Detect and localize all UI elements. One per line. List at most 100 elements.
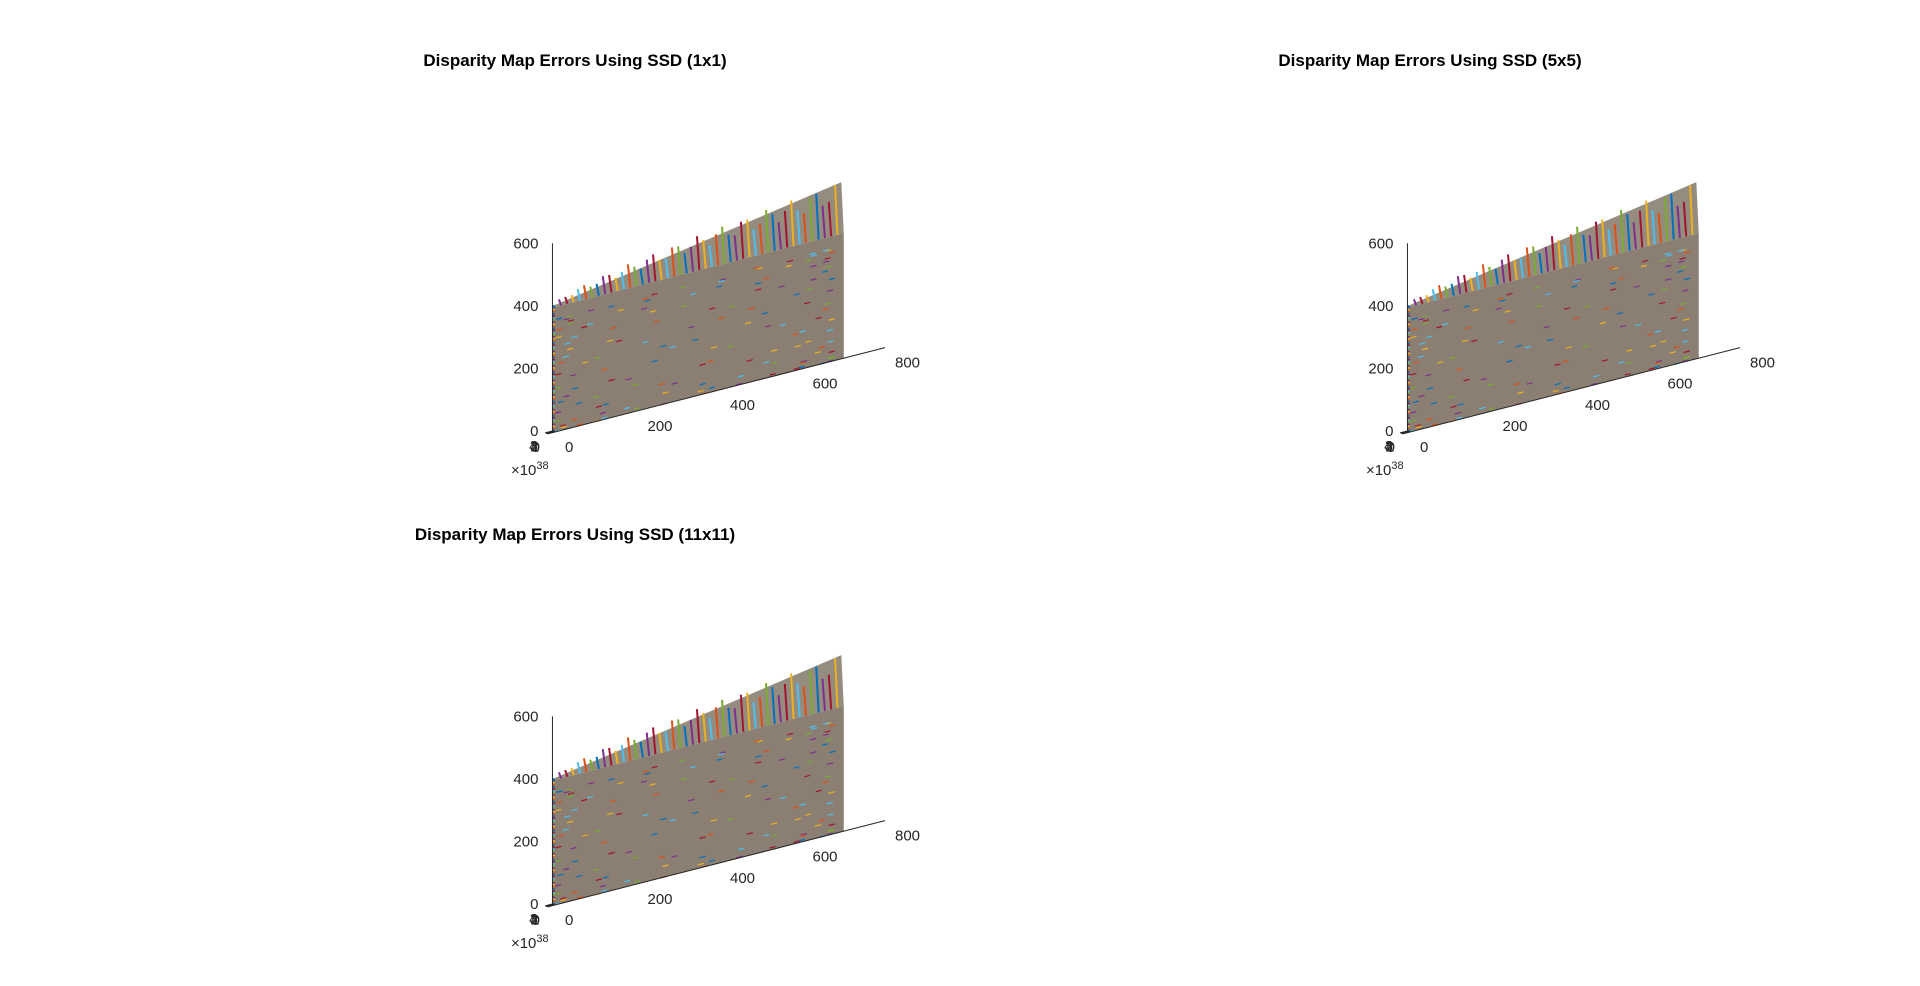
series-line [570, 294, 575, 303]
series-line [1678, 260, 1685, 263]
series-line [1449, 356, 1456, 360]
y-tick-label: 0 [1387, 439, 1395, 456]
series-line [761, 784, 768, 788]
series-line [815, 789, 822, 793]
series-line [1676, 270, 1684, 273]
series-line [1655, 360, 1663, 363]
x-tick-label: 600 [813, 376, 838, 393]
series-line [552, 864, 556, 868]
series-line [609, 799, 617, 803]
series-line [1619, 324, 1627, 328]
y-exponent-label: ×1038 [511, 460, 549, 479]
x-tick-label: 600 [1668, 376, 1693, 393]
series-line [552, 362, 556, 365]
series-line [645, 732, 651, 757]
series-line [764, 324, 772, 328]
series-line [824, 730, 831, 733]
series-line [609, 326, 617, 330]
series-line [716, 758, 723, 761]
series-line [806, 287, 813, 291]
series-line [827, 813, 834, 816]
series-line [1670, 193, 1675, 240]
series-line [649, 783, 656, 786]
series-line [640, 307, 648, 311]
series-line [552, 383, 556, 386]
series-line [1664, 252, 1671, 256]
series-line [1450, 405, 1457, 409]
series-line [1583, 305, 1591, 308]
series-line [651, 359, 658, 363]
series-line [1594, 221, 1600, 259]
series-line [552, 785, 556, 788]
series-line [1620, 210, 1625, 253]
series-line [552, 425, 556, 428]
series-line [552, 377, 556, 380]
series-line [811, 254, 818, 257]
series-line [825, 738, 832, 742]
series-line [764, 797, 772, 801]
series-line [1407, 366, 1411, 370]
series-line [566, 347, 574, 351]
series-line [1407, 406, 1411, 409]
series-line [824, 257, 831, 260]
series-line [1573, 316, 1580, 320]
series-line [571, 808, 578, 812]
series-line [710, 819, 717, 822]
series-line [608, 305, 615, 308]
series-line [582, 285, 588, 300]
series-line [1499, 299, 1506, 303]
series-line [1461, 339, 1469, 343]
series-line [1480, 377, 1487, 381]
y-exponent-label: ×1038 [511, 933, 549, 952]
series-line [829, 724, 836, 727]
series-line [1454, 411, 1462, 415]
series-line [683, 725, 688, 747]
series-line [664, 731, 669, 752]
series-line [677, 246, 682, 275]
series-line [1517, 391, 1524, 395]
series-line [744, 321, 752, 325]
series-line [1407, 339, 1411, 343]
series-line [728, 305, 736, 308]
series-line [718, 316, 725, 320]
series-line [1488, 407, 1496, 410]
series-line [552, 325, 556, 328]
series-line [608, 747, 613, 766]
series-line [1407, 395, 1411, 399]
series-line [664, 258, 669, 279]
subplot-3: Disparity Map Errors Using SSD (11x11)02… [415, 525, 920, 952]
series-line [1524, 345, 1531, 349]
series-line [1610, 282, 1617, 285]
series-line [1535, 304, 1543, 308]
series-line [552, 389, 556, 393]
series-line [581, 325, 588, 329]
series-line [828, 791, 835, 794]
series-line [1412, 400, 1420, 404]
series-line [1422, 319, 1430, 322]
series-line [1407, 335, 1411, 338]
series-line [626, 264, 632, 288]
series-line [1407, 314, 1411, 318]
series-line [1407, 427, 1411, 430]
series-line [555, 335, 562, 339]
series-line [552, 848, 556, 851]
series-line [1410, 372, 1417, 376]
series-line [755, 755, 762, 758]
series-line [1488, 266, 1493, 287]
series-line [589, 759, 594, 771]
series-line [1500, 259, 1506, 284]
series-line [1618, 276, 1625, 280]
series-line [1660, 259, 1667, 262]
series-line [1407, 425, 1411, 428]
series-line [1504, 310, 1511, 313]
series-line [571, 891, 578, 894]
series-line [769, 372, 776, 376]
series-line [1421, 347, 1429, 351]
series-line [552, 900, 556, 903]
series-line [1633, 285, 1640, 288]
series-line [1456, 368, 1463, 371]
series-line [1415, 425, 1422, 429]
series-line [571, 859, 579, 863]
series-line [552, 860, 556, 863]
